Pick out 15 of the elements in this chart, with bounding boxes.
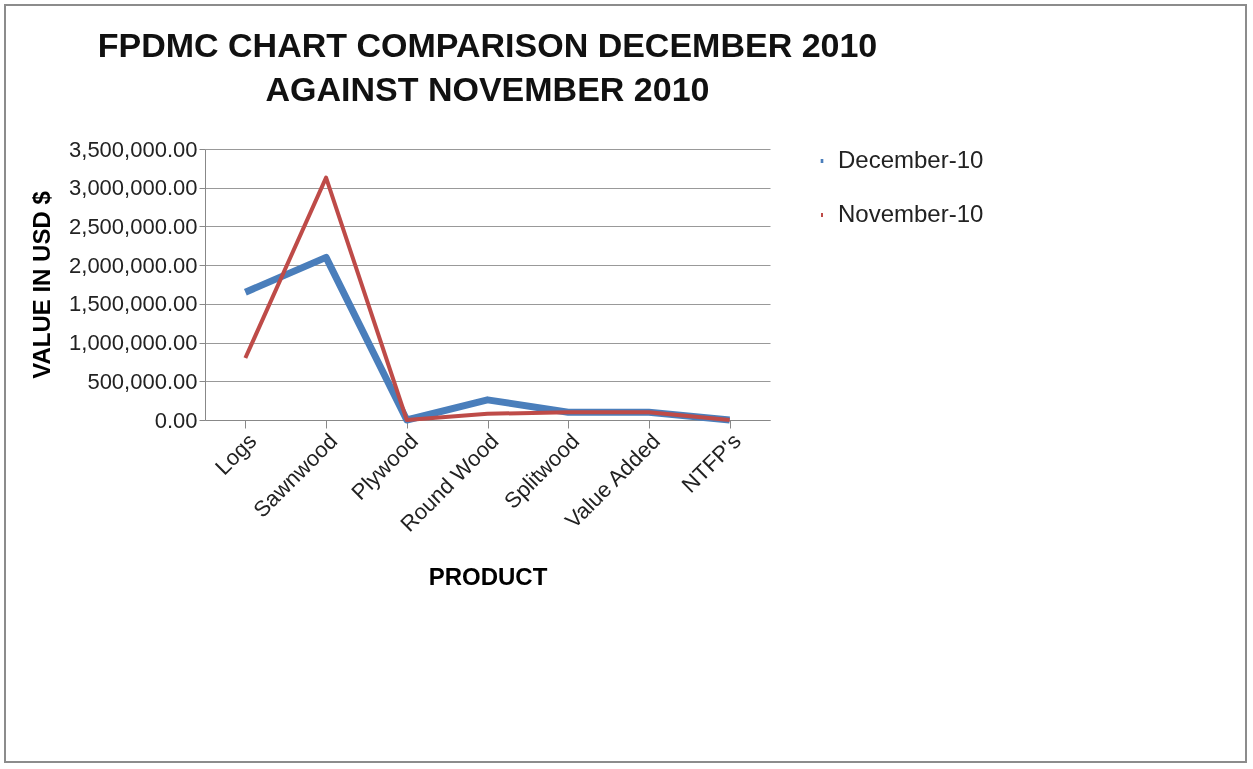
- y-axis-title: VALUE IN USD $: [28, 190, 56, 379]
- y-tick-label: 2,000,000.00: [69, 252, 198, 278]
- y-tick-label: 500,000.00: [87, 368, 198, 394]
- line-series: [243, 175, 732, 422]
- y-tick-label: 1,500,000.00: [69, 291, 198, 317]
- legend-label: December-10: [838, 146, 984, 173]
- y-tick-label: 3,000,000.00: [69, 175, 198, 201]
- y-tick-label: 1,000,000.00: [69, 330, 198, 356]
- text: FPDMC CHART COMPARISON DECEMBER 2010: [97, 26, 878, 64]
- y-tick-label: 2,500,000.00: [69, 213, 198, 239]
- y-tick-label: 3,500,000.00: [69, 136, 198, 162]
- y-tick-label: 0.00: [154, 407, 198, 433]
- legend-label: November-10: [838, 200, 984, 227]
- text: AGAINST NOVEMBER 2010: [265, 70, 710, 108]
- x-axis-title: PRODUCT: [428, 562, 548, 590]
